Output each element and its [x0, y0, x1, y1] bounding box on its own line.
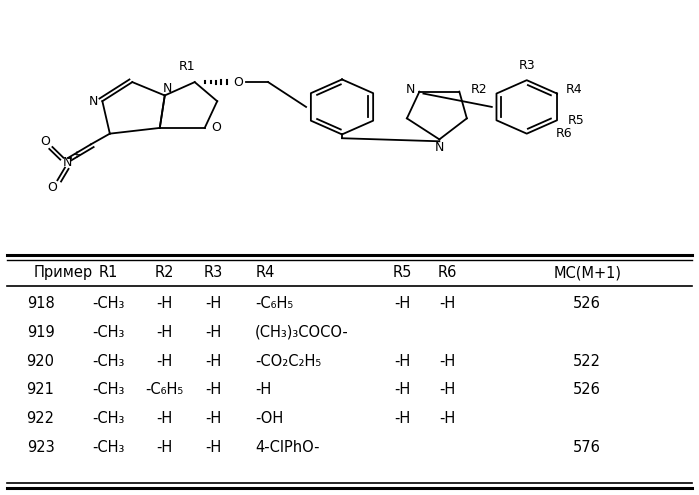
Text: -CH₃: -CH₃ [92, 325, 124, 340]
Text: -CH₃: -CH₃ [92, 353, 124, 368]
Text: -H: -H [205, 325, 222, 340]
Text: -CO₂C₂H₅: -CO₂C₂H₅ [255, 353, 322, 368]
Text: -H: -H [394, 353, 410, 368]
Text: O: O [233, 76, 243, 89]
Text: -H: -H [205, 382, 222, 397]
Text: N: N [89, 95, 98, 108]
Text: -C₆H₅: -C₆H₅ [255, 296, 294, 311]
Text: O: O [211, 121, 221, 135]
Text: 522: 522 [573, 353, 601, 368]
Text: Пример: Пример [34, 265, 93, 280]
Text: R5: R5 [568, 114, 584, 127]
Text: -H: -H [394, 382, 410, 397]
Text: 922: 922 [27, 411, 55, 426]
Text: -H: -H [156, 296, 173, 311]
Text: 576: 576 [573, 440, 601, 454]
Text: -C₆H₅: -C₆H₅ [145, 382, 183, 397]
Text: -CH₃: -CH₃ [92, 440, 124, 454]
Text: R4: R4 [566, 83, 583, 96]
Text: -H: -H [156, 411, 173, 426]
Text: -H: -H [156, 353, 173, 368]
Text: R4: R4 [255, 265, 275, 280]
Text: -CH₃: -CH₃ [92, 382, 124, 397]
Text: -H: -H [439, 411, 456, 426]
Text: -H: -H [205, 353, 222, 368]
Text: N: N [163, 82, 172, 95]
Text: -H: -H [439, 296, 456, 311]
Text: R3: R3 [519, 59, 535, 72]
Text: R6: R6 [438, 265, 457, 280]
Text: N: N [435, 141, 444, 154]
Text: -H: -H [394, 411, 410, 426]
Text: -CH₃: -CH₃ [92, 296, 124, 311]
Text: -H: -H [205, 411, 222, 426]
Text: 921: 921 [27, 382, 55, 397]
Text: 919: 919 [27, 325, 55, 340]
Text: -H: -H [156, 440, 173, 454]
Text: 526: 526 [573, 382, 601, 397]
Text: -H: -H [394, 296, 410, 311]
Text: R3: R3 [203, 265, 223, 280]
Text: -OH: -OH [255, 411, 283, 426]
Text: +: + [73, 150, 80, 160]
Text: R2: R2 [154, 265, 174, 280]
Text: R2: R2 [470, 83, 487, 96]
Text: 918: 918 [27, 296, 55, 311]
Text: N: N [63, 156, 72, 169]
Text: O: O [40, 135, 50, 148]
Text: -CH₃: -CH₃ [92, 411, 124, 426]
Text: R1: R1 [99, 265, 118, 280]
Text: 4-ClPhO-: 4-ClPhO- [255, 440, 319, 454]
Text: N: N [405, 83, 415, 96]
Text: 526: 526 [573, 296, 601, 311]
Text: -H: -H [205, 296, 222, 311]
Text: -H: -H [255, 382, 271, 397]
Text: 920: 920 [27, 353, 55, 368]
Text: -H: -H [156, 325, 173, 340]
Text: -H: -H [439, 353, 456, 368]
Text: MC(M+1): MC(M+1) [553, 265, 621, 280]
Text: R1: R1 [179, 60, 196, 73]
Text: O: O [48, 181, 57, 194]
Text: R5: R5 [392, 265, 412, 280]
Text: R6: R6 [556, 127, 572, 140]
Text: 923: 923 [27, 440, 55, 454]
Text: -H: -H [439, 382, 456, 397]
Text: -H: -H [205, 440, 222, 454]
Text: (CH₃)₃COCO-: (CH₃)₃COCO- [255, 325, 349, 340]
